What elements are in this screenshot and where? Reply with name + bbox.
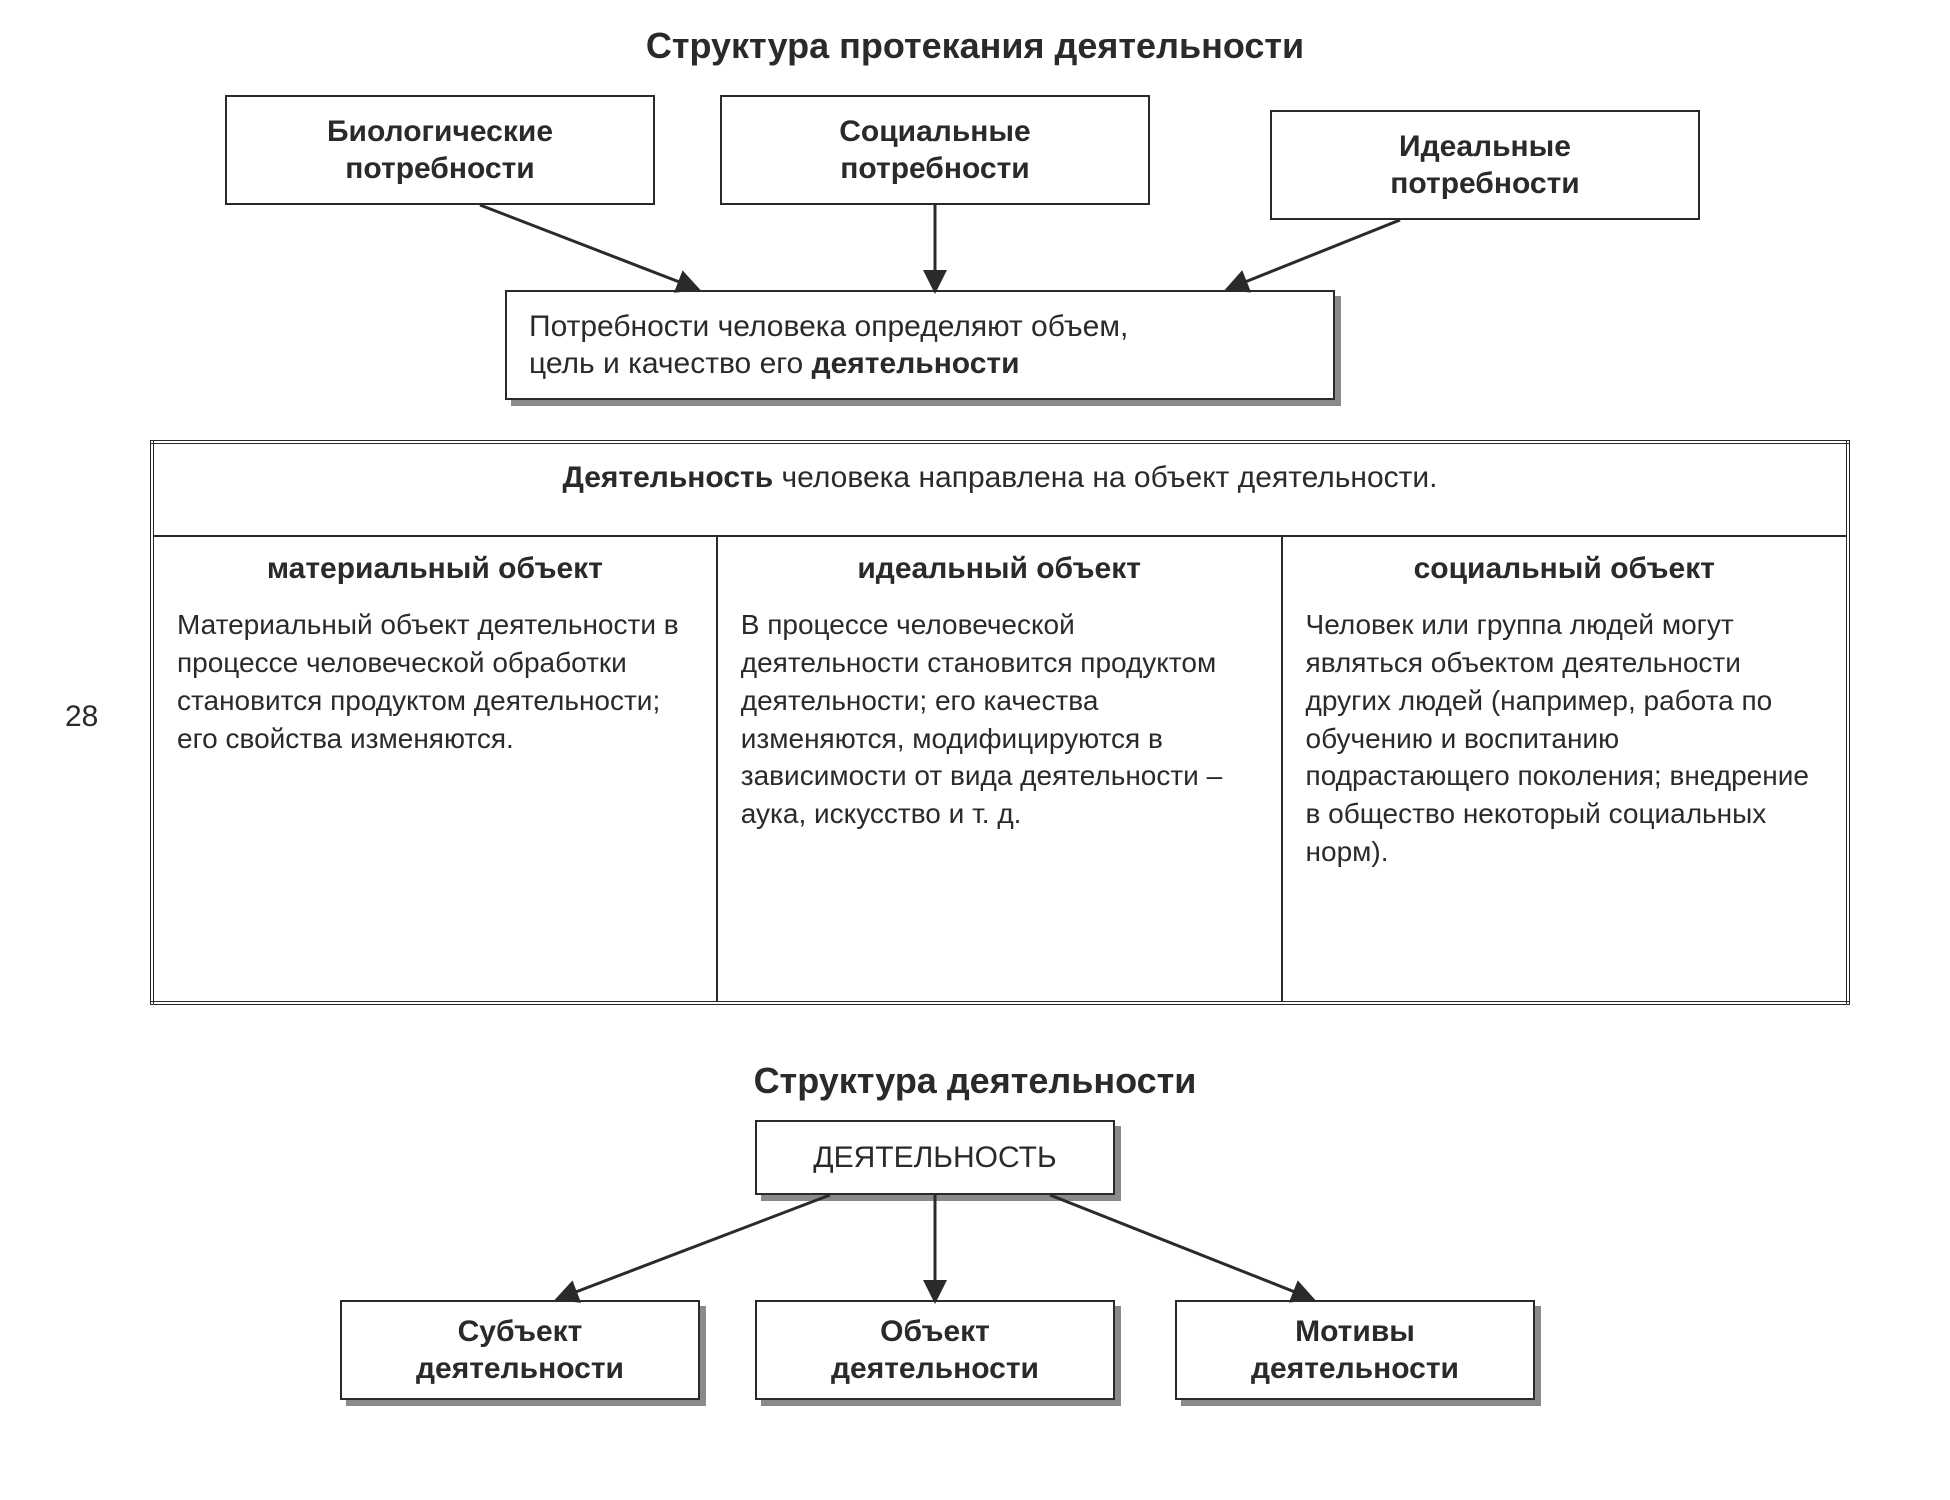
target-line1: Потребности человека определяют объем, bbox=[529, 308, 1128, 346]
col-ideal-header: идеальный объект bbox=[719, 538, 1280, 592]
subj-line1: Субъект bbox=[458, 1313, 583, 1351]
box-motives: Мотивы деятельности bbox=[1175, 1300, 1535, 1400]
col-material-header: материальный объект bbox=[155, 538, 715, 592]
table-title-bold: Деятельность bbox=[562, 461, 773, 494]
title-structure-flow: Структура протекания деятельности bbox=[0, 25, 1950, 75]
bio-line2: потребности bbox=[345, 150, 534, 188]
title1-text: Структура протекания деятельности bbox=[646, 25, 1304, 66]
target-line2-pre: цель и качество его bbox=[529, 347, 812, 380]
box-object: Объект деятельности bbox=[755, 1300, 1115, 1400]
col-social-header: социальный объект bbox=[1284, 538, 1845, 592]
box-needs-define-activity: Потребности человека определяют объем, ц… bbox=[505, 290, 1335, 400]
root-label: ДЕЯТЕЛЬНОСТЬ bbox=[813, 1139, 1056, 1177]
obj-line2: деятельности bbox=[831, 1350, 1039, 1388]
col-material: материальный объект Материальный объект … bbox=[152, 536, 717, 1003]
col-social-body: Человек или группа людей могут являться … bbox=[1284, 592, 1845, 885]
obj-line1: Объект bbox=[880, 1313, 990, 1351]
target-line2-bold: деятельности bbox=[812, 347, 1020, 380]
bio-line1: Биологические bbox=[327, 113, 553, 151]
box-ideal-needs: Идеальные потребности bbox=[1270, 110, 1700, 220]
col-ideal-body: В процессе человеческой деятельности ста… bbox=[719, 592, 1280, 847]
ide-line2: потребности bbox=[1390, 165, 1579, 203]
box-biological-needs: Биологические потребности bbox=[225, 95, 655, 205]
col-material-body: Материальный объект деятельности в проце… bbox=[155, 592, 715, 771]
page-number-text: 28 bbox=[65, 700, 98, 733]
box-subject: Субъект деятельности bbox=[340, 1300, 700, 1400]
col-ideal: идеальный объект В процессе человеческой… bbox=[717, 536, 1282, 1003]
title2-text: Структура деятельности bbox=[754, 1060, 1197, 1101]
activity-objects-table: Деятельность человека направлена на объе… bbox=[150, 440, 1850, 1005]
page-number: 28 bbox=[65, 700, 98, 734]
mot-line1: Мотивы bbox=[1295, 1313, 1415, 1351]
ide-line1: Идеальные bbox=[1399, 128, 1571, 166]
table-title-cell: Деятельность человека направлена на объе… bbox=[152, 442, 1848, 536]
title-structure-activity: Структура деятельности bbox=[0, 1060, 1950, 1110]
box-activity-root: ДЕЯТЕЛЬНОСТЬ bbox=[755, 1120, 1115, 1195]
table-title-rest: человека направлена на объект деятельнос… bbox=[773, 461, 1437, 494]
box-social-needs: Социальные потребности bbox=[720, 95, 1150, 205]
table-title: Деятельность человека направлена на объе… bbox=[155, 445, 1845, 511]
mot-line2: деятельности bbox=[1251, 1350, 1459, 1388]
soc-line2: потребности bbox=[840, 150, 1029, 188]
soc-line1: Социальные bbox=[839, 113, 1030, 151]
subj-line2: деятельности bbox=[416, 1350, 624, 1388]
col-social: социальный объект Человек или группа люд… bbox=[1282, 536, 1848, 1003]
target-line2: цель и качество его деятельности bbox=[529, 345, 1020, 383]
